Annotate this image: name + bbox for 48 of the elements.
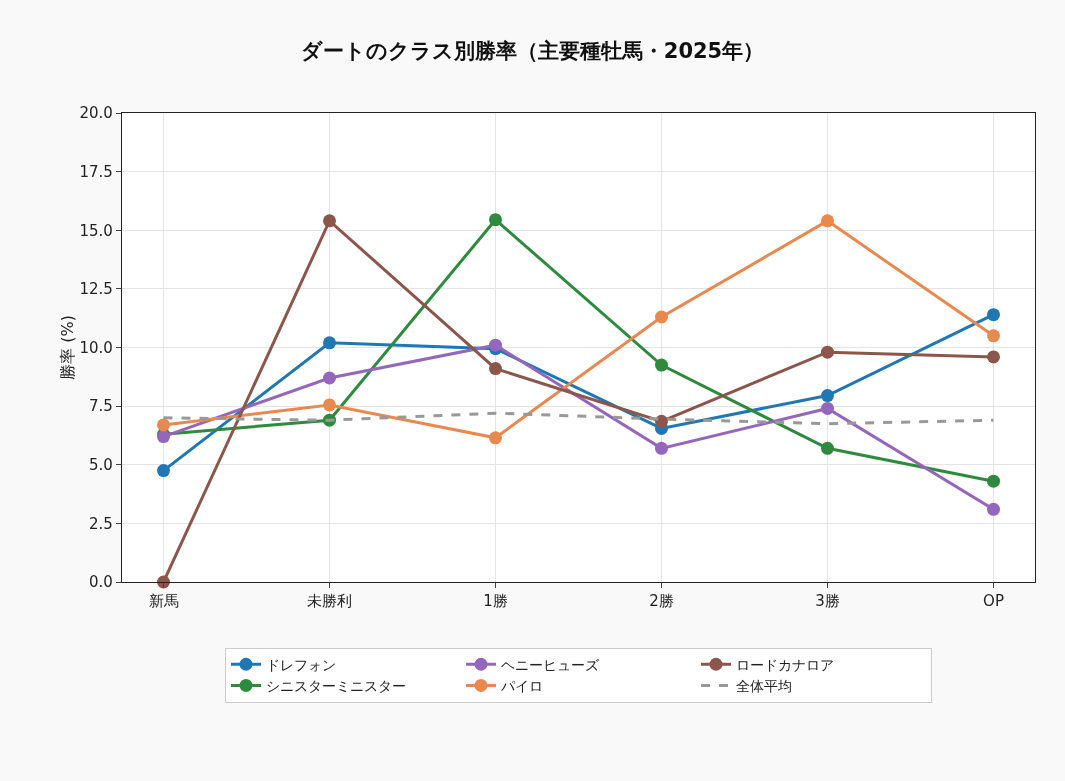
point [157, 575, 170, 589]
point [987, 474, 1000, 488]
point [821, 401, 834, 415]
point [821, 389, 834, 403]
point [489, 213, 502, 227]
point [655, 358, 668, 372]
y-tick-label: 20.0 [79, 104, 113, 123]
y-tick-label: 0.0 [89, 573, 113, 592]
point [655, 310, 668, 324]
legend-label: ロードカナロア [736, 656, 834, 673]
point [323, 398, 336, 412]
y-tick-label: 7.5 [89, 397, 113, 416]
point [821, 441, 834, 455]
y-tick-label: 5.0 [89, 456, 113, 474]
point [987, 502, 1000, 516]
point [821, 214, 834, 228]
point [987, 329, 1000, 343]
point [655, 414, 668, 428]
y-tick-label: 17.5 [79, 162, 113, 181]
point [987, 308, 1000, 322]
point [489, 362, 502, 376]
x-tick-label: 新馬 [148, 592, 179, 611]
point [323, 371, 336, 385]
y-tick-label: 12.5 [79, 280, 113, 299]
x-tick-label: 3勝 [815, 592, 840, 611]
legend-label: 全体平均 [736, 677, 792, 694]
legend-label: シニスターミニスター [266, 677, 406, 694]
point [987, 350, 1000, 364]
legend-label: パイロ [500, 677, 543, 694]
legend-label: ドレフォン [266, 656, 336, 673]
point [323, 214, 336, 228]
x-tick-label: 2勝 [649, 592, 674, 611]
y-tick-label: 2.5 [89, 514, 113, 533]
point [821, 345, 834, 359]
y-axis-title: 勝率 (%) [58, 315, 78, 380]
point [157, 464, 170, 478]
point [655, 441, 668, 455]
x-tick-label: OP [983, 592, 1004, 611]
point [157, 418, 170, 432]
x-tick-label: 1勝 [483, 592, 508, 611]
point [489, 338, 502, 352]
x-tick-label: 未勝利 [307, 592, 352, 611]
y-tick-label: 10.0 [79, 338, 113, 357]
chart-title: ダートのクラス別勝率（主要種牡馬・2025年） [300, 38, 765, 63]
legend-label: ヘニーヒューズ [501, 656, 600, 673]
point [489, 431, 502, 445]
point [323, 336, 336, 350]
y-tick-label: 15.0 [79, 221, 113, 240]
